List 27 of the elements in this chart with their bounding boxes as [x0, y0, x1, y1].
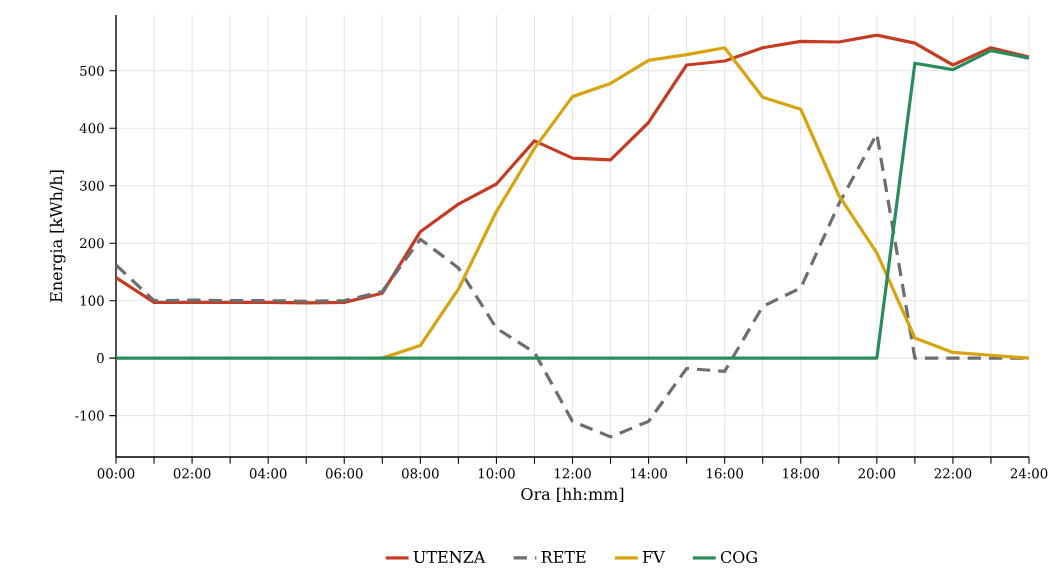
- x-tick-label: 18:00: [783, 468, 820, 479]
- x-tick-label: 04:00: [249, 468, 287, 479]
- legend-label: UTENZA: [413, 551, 486, 563]
- x-tick-label: 10:00: [478, 468, 515, 479]
- y-tick-label: 200: [80, 238, 104, 249]
- x-tick-label: 00:00: [97, 468, 135, 479]
- x-tick-label: 02:00: [173, 468, 211, 479]
- x-tick-label: 20:00: [858, 468, 896, 479]
- y-tick-label: 100: [80, 295, 104, 306]
- x-tick-label: 14:00: [631, 468, 667, 479]
- x-tick-label: 24:00: [1010, 468, 1048, 479]
- y-tick-label: -100: [75, 410, 104, 421]
- legend-label: FV: [642, 551, 665, 563]
- line-series: [380, 46, 1030, 360]
- x-tick-label: 16:00: [707, 468, 743, 479]
- x-tick-label: 06:00: [325, 468, 363, 479]
- y-axis-title: Energia [kWh/h]: [49, 170, 66, 302]
- legend-label: COG: [720, 551, 757, 564]
- y-tick-label: 500: [80, 65, 104, 76]
- x-tick-label: 08:00: [402, 468, 439, 479]
- y-tick-label: 400: [79, 123, 104, 134]
- x-tick-label: 22:00: [934, 468, 972, 479]
- x-axis-title: Ora [hh:mm]: [521, 487, 624, 502]
- legend-label: RETE: [541, 551, 586, 563]
- y-tick-label: 0: [97, 353, 104, 364]
- x-tick-label: 12:00: [554, 468, 591, 479]
- y-tick-label: 300: [80, 180, 104, 191]
